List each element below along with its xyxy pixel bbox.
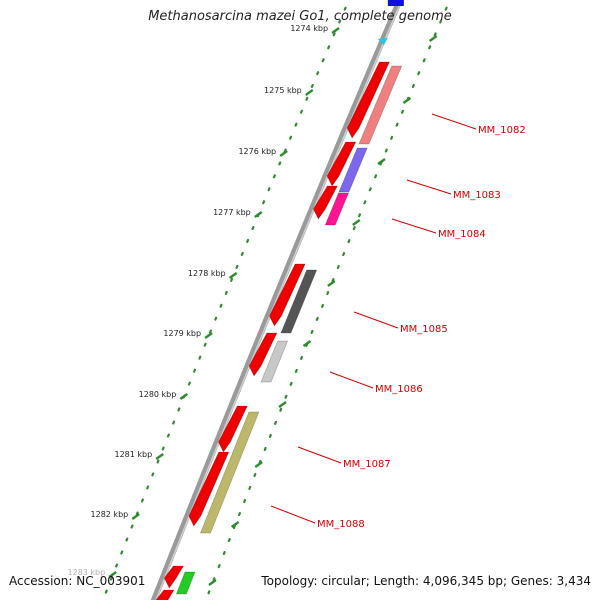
cds-bar <box>269 263 306 327</box>
cds-bar <box>155 589 175 600</box>
kbp-tick <box>204 332 213 339</box>
outer-tick <box>352 219 361 226</box>
outer-tick <box>278 401 287 408</box>
kbp-label: 1282 kbp <box>91 510 129 519</box>
kbp-tick <box>279 150 288 157</box>
outer-tick <box>302 340 312 347</box>
gene-label-mm-1087: MM_1087 <box>343 459 391 470</box>
cds-bar <box>218 405 248 453</box>
kbp-label: 1279 kbp <box>163 329 201 338</box>
top-gene-cyan <box>377 38 388 45</box>
outer-tick <box>327 280 336 287</box>
outer-tick <box>402 97 412 104</box>
outer-tick <box>428 35 438 42</box>
gene-label-mm-1085: MM_1085 <box>400 324 448 335</box>
gene-bar <box>260 340 289 383</box>
inner-dotted-ring <box>101 0 351 600</box>
kbp-tick <box>331 27 340 34</box>
kbp-label: 1274 kbp <box>290 24 328 33</box>
gene-leader-line <box>329 371 374 389</box>
outer-dotted-ring <box>204 0 452 600</box>
kbp-label: 1275 kbp <box>264 86 302 95</box>
gene-label-mm-1086: MM_1086 <box>375 384 423 395</box>
kbp-tick <box>108 571 117 578</box>
kbp-label: 1280 kbp <box>139 390 177 399</box>
cds-bar <box>188 451 230 527</box>
top-gene-blue <box>387 0 404 6</box>
kbp-tick <box>155 453 164 460</box>
cds-bar <box>312 185 338 220</box>
cds-bar <box>163 565 185 589</box>
cds-bar <box>346 61 390 139</box>
gene-label-mm-1088: MM_1088 <box>317 519 365 530</box>
gene-leader-line <box>391 218 437 234</box>
gene-leader-line <box>431 113 477 130</box>
outer-tick <box>230 521 240 528</box>
kbp-label: 1278 kbp <box>188 269 226 278</box>
genome-summary-text: Topology: circular; Length: 4,096,345 bp… <box>261 574 591 588</box>
gene-bar <box>280 269 318 334</box>
gene-label-mm-1083: MM_1083 <box>453 190 501 201</box>
backbone-arc <box>150 0 404 600</box>
gene-bar <box>199 411 260 534</box>
outer-tick <box>208 579 217 586</box>
gene-bar <box>324 192 350 226</box>
gene-bar <box>358 65 403 145</box>
kbp-label: 1276 kbp <box>238 147 276 156</box>
kbp-label: 1283 kbp <box>68 568 106 577</box>
gene-label-mm-1082: MM_1082 <box>478 125 526 136</box>
gene-label-mm-1084: MM_1084 <box>438 229 486 240</box>
cds-bar <box>248 332 278 377</box>
outer-tick <box>254 461 263 468</box>
kbp-tick <box>131 513 140 520</box>
kbp-tick <box>228 272 238 279</box>
map-title: Methanosarcina mazei Go1, complete genom… <box>148 9 452 24</box>
gene-leader-line <box>297 446 342 464</box>
cds-bar <box>326 141 357 187</box>
accession-text: Accession: NC_003901 <box>9 574 146 588</box>
kbp-tick <box>254 211 263 218</box>
kbp-label: 1281 kbp <box>115 450 153 459</box>
kbp-tick <box>179 393 189 400</box>
kbp-label: 1277 kbp <box>213 208 251 217</box>
gene-bar <box>338 147 368 193</box>
outer-tick <box>377 158 386 165</box>
gene-leader-line <box>406 179 452 195</box>
gene-bar-green <box>175 571 196 595</box>
gene-leader-line <box>270 505 316 524</box>
gene-leader-line <box>353 311 399 329</box>
kbp-tick <box>305 89 314 96</box>
